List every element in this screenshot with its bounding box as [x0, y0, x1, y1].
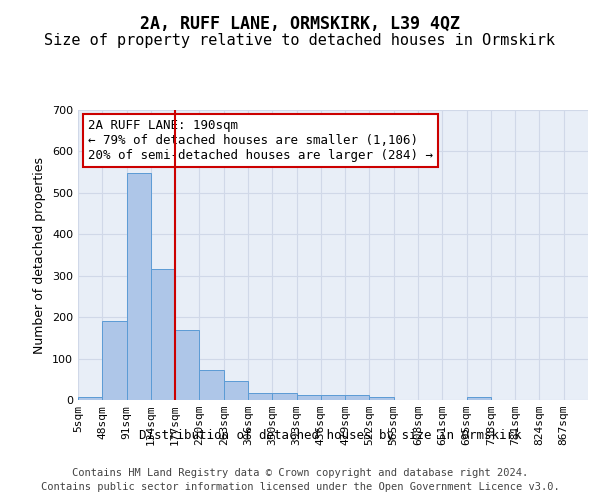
Text: Contains HM Land Registry data © Crown copyright and database right 2024.: Contains HM Land Registry data © Crown c… [72, 468, 528, 477]
Bar [345, 396, 370, 400]
Bar [272, 392, 296, 400]
Bar [370, 396, 394, 400]
Text: 2A RUFF LANE: 190sqm
← 79% of detached houses are smaller (1,106)
20% of semi-de: 2A RUFF LANE: 190sqm ← 79% of detached h… [88, 118, 433, 162]
Text: Size of property relative to detached houses in Ormskirk: Size of property relative to detached ho… [44, 32, 556, 48]
Bar [321, 396, 345, 400]
Bar [102, 322, 127, 400]
Bar [248, 392, 272, 400]
Text: Contains public sector information licensed under the Open Government Licence v3: Contains public sector information licen… [41, 482, 559, 492]
Text: 2A, RUFF LANE, ORMSKIRK, L39 4QZ: 2A, RUFF LANE, ORMSKIRK, L39 4QZ [140, 15, 460, 33]
Bar [224, 382, 248, 400]
Bar [467, 396, 491, 400]
Text: Distribution of detached houses by size in Ormskirk: Distribution of detached houses by size … [139, 428, 521, 442]
Bar [296, 396, 321, 400]
Bar [127, 173, 151, 400]
Bar [175, 330, 199, 400]
Bar [151, 269, 175, 400]
Y-axis label: Number of detached properties: Number of detached properties [34, 156, 46, 354]
Bar [199, 370, 224, 400]
Bar [78, 396, 102, 400]
